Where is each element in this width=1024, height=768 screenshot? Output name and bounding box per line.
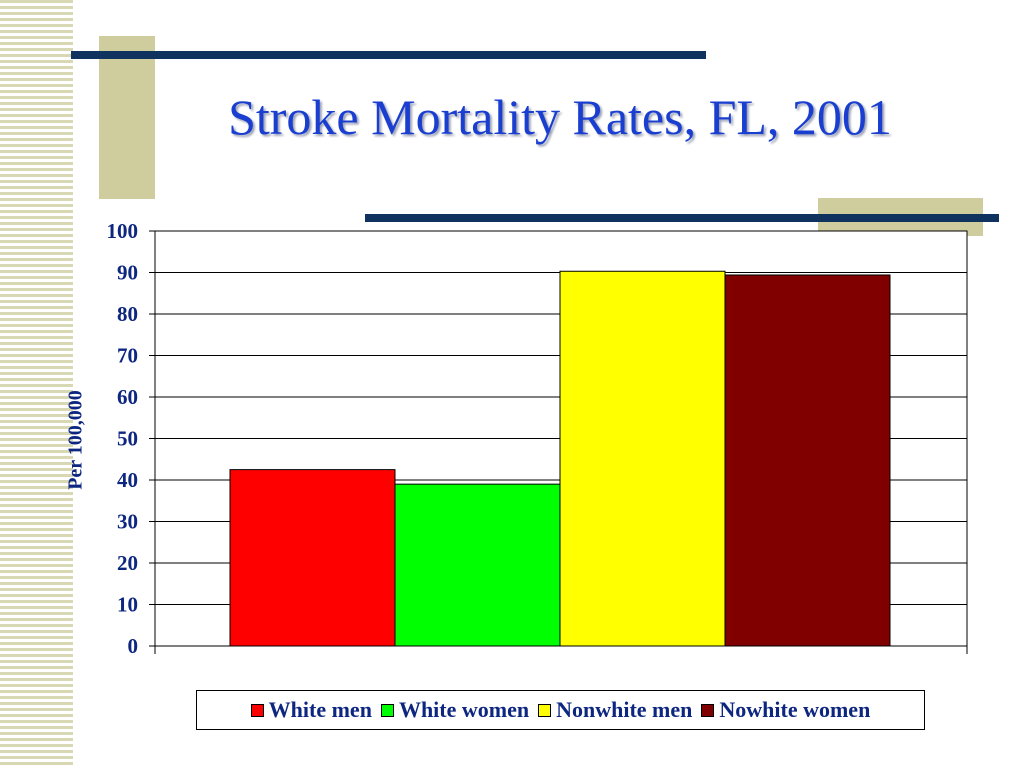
y-tick-label: 90 — [117, 261, 138, 285]
y-tick-label: 40 — [117, 468, 138, 492]
legend-label: Nowhite women — [719, 697, 871, 722]
legend-swatch — [380, 703, 394, 717]
legend-swatch — [701, 703, 715, 717]
legend-item: White men — [250, 697, 372, 723]
y-tick-label: 50 — [117, 427, 138, 451]
y-tick-label: 60 — [117, 385, 138, 409]
title-rule-top — [71, 51, 706, 59]
bar-white-women — [394, 483, 561, 647]
bars — [229, 270, 891, 647]
legend-swatch — [250, 703, 264, 717]
y-axis-ticks: 0 10 20 30 40 50 60 70 80 90 100 — [107, 219, 155, 658]
legend-item: White women — [380, 697, 530, 723]
y-axis-label: Per 100,000 — [64, 390, 87, 490]
y-tick-label: 80 — [117, 302, 138, 326]
chart-legend: White men White women Nonwhite men Nowhite … — [196, 690, 925, 730]
y-tick-label: 20 — [117, 551, 138, 575]
y-tick-label: 100 — [107, 219, 139, 243]
bar-white-men — [229, 469, 396, 647]
legend-item: Nowhite women — [701, 697, 870, 723]
slide-title: Stroke Mortality Rates, FL, 2001 — [228, 89, 892, 145]
title-rule-bottom — [365, 214, 999, 222]
y-tick-label: 0 — [128, 634, 139, 658]
decorative-block-left — [99, 36, 155, 199]
legend-label: White men — [268, 697, 372, 722]
legend-item: Nonwhite men — [538, 697, 692, 723]
y-tick-label: 10 — [117, 593, 138, 617]
legend-label: White women — [398, 697, 530, 722]
y-tick-label: 70 — [117, 344, 138, 368]
bar-nonwhite-men — [559, 270, 726, 647]
legend-label: Nonwhite men — [556, 697, 693, 722]
y-tick-label: 30 — [117, 510, 138, 534]
bar-nowhite-women — [724, 274, 891, 647]
striped-margin-decoration — [0, 0, 73, 768]
legend-swatch — [538, 703, 552, 717]
